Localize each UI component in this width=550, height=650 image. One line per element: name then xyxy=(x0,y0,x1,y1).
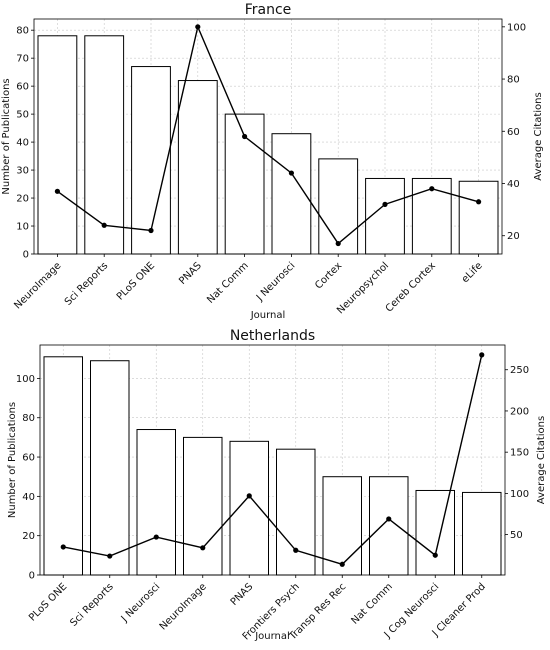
right-tick-label: 150 xyxy=(510,448,529,459)
citation-point xyxy=(479,352,485,358)
bar-transp-res-rec xyxy=(322,476,362,576)
left-tick-label: 30 xyxy=(16,166,29,177)
bar-j-neurosci xyxy=(136,429,176,576)
citation-point xyxy=(382,201,388,207)
plot-frame xyxy=(39,344,506,576)
plot-frame xyxy=(33,18,503,255)
citations-line xyxy=(63,354,483,566)
bar-pnas xyxy=(177,80,218,255)
bar-pnas xyxy=(229,440,269,576)
x-tick-label: PLoS ONE xyxy=(27,581,69,623)
right-tick-label: 20 xyxy=(507,231,520,242)
citation-point xyxy=(60,544,66,550)
x-tick-label: Nat Comm xyxy=(349,581,394,626)
x-tick-label: PNAS xyxy=(177,260,204,287)
x-tick-label: eLife xyxy=(460,260,485,285)
left-tick-label: 60 xyxy=(22,453,35,464)
citation-point xyxy=(101,222,107,228)
x-tick-label: PLoS ONE xyxy=(115,260,157,302)
bar-elife xyxy=(458,180,499,255)
bar-j-cleaner-prod xyxy=(462,491,502,576)
left-tick-label: 40 xyxy=(22,492,35,503)
x-tick-label: NeuroImage xyxy=(12,260,63,311)
right-tick-label: 200 xyxy=(510,406,529,417)
left-tick-label: 20 xyxy=(16,194,29,205)
bar-neuropsychol xyxy=(365,177,405,255)
chart-title: Netherlands xyxy=(230,328,315,344)
bar-sci-reports xyxy=(84,35,125,255)
chart-title: France xyxy=(245,2,292,18)
x-tick-label: Cereb Cortex xyxy=(384,260,438,314)
y2-axis-label: Average Citations xyxy=(533,92,544,180)
y2-axis-label: Average Citations xyxy=(536,416,547,504)
x-axis-label: Journal xyxy=(250,310,286,321)
right-tick-label: 80 xyxy=(507,75,520,86)
left-tick-label: 80 xyxy=(22,413,35,424)
x-tick-label: NeuroImage xyxy=(158,581,209,632)
citation-point xyxy=(476,199,482,205)
x-tick-label: Sci Reports xyxy=(63,260,110,307)
left-tick-label: 0 xyxy=(29,571,35,582)
citation-point xyxy=(386,516,392,522)
x-tick-label: Sci Reports xyxy=(68,581,115,628)
left-tick-label: 60 xyxy=(16,82,29,93)
y-axis-label: Number of Publications xyxy=(1,78,12,194)
x-tick-label: J Neurosci xyxy=(119,581,163,625)
citations-line xyxy=(56,24,479,245)
x-tick-label: J Neurosci xyxy=(254,260,298,304)
left-tick-label: 100 xyxy=(16,374,35,385)
bar-nat-comm xyxy=(369,476,409,576)
bar-j-neurosci xyxy=(271,133,312,255)
left-tick-label: 10 xyxy=(16,222,29,233)
citation-point xyxy=(429,186,435,192)
citation-point xyxy=(200,545,206,551)
right-tick-label: 50 xyxy=(510,530,523,541)
bar-plos-one xyxy=(43,356,83,576)
left-tick-label: 40 xyxy=(16,138,29,149)
right-tick-label: 250 xyxy=(510,365,529,376)
left-tick-label: 50 xyxy=(16,110,29,121)
left-tick-label: 20 xyxy=(22,531,35,542)
x-axis-label: Journal xyxy=(254,631,290,642)
right-tick-label: 60 xyxy=(507,127,520,138)
bar-cortex xyxy=(318,158,359,255)
left-tick-label: 80 xyxy=(16,26,29,37)
citation-point xyxy=(107,553,113,559)
bar-sci-reports xyxy=(90,360,130,576)
y-axis-label: Number of Publications xyxy=(7,402,18,518)
left-tick-label: 0 xyxy=(23,250,29,261)
citation-point xyxy=(242,133,248,140)
bar-plos-one xyxy=(131,66,171,255)
x-tick-label: PNAS xyxy=(229,581,256,608)
x-tick-label: Cortex xyxy=(313,260,344,291)
bar-neuroimage xyxy=(183,436,223,576)
right-tick-label: 40 xyxy=(507,179,520,190)
citation-point xyxy=(54,188,61,194)
left-tick-label: 70 xyxy=(16,54,29,65)
citation-point xyxy=(339,561,345,567)
right-tick-label: 100 xyxy=(510,489,529,500)
bar-j-cog-neurosci xyxy=(415,489,455,576)
citation-point xyxy=(335,240,341,247)
citation-point xyxy=(148,227,154,234)
citation-point xyxy=(288,170,294,176)
citation-point xyxy=(153,534,159,540)
right-tick-label: 100 xyxy=(507,22,526,33)
citation-point xyxy=(293,547,299,553)
citation-point xyxy=(246,493,252,499)
citation-point xyxy=(195,24,201,30)
x-tick-label: Nat Comm xyxy=(205,260,250,305)
citation-point xyxy=(432,552,438,558)
bar-frontiers-psych xyxy=(276,448,316,576)
bar-neuroimage xyxy=(37,35,78,255)
